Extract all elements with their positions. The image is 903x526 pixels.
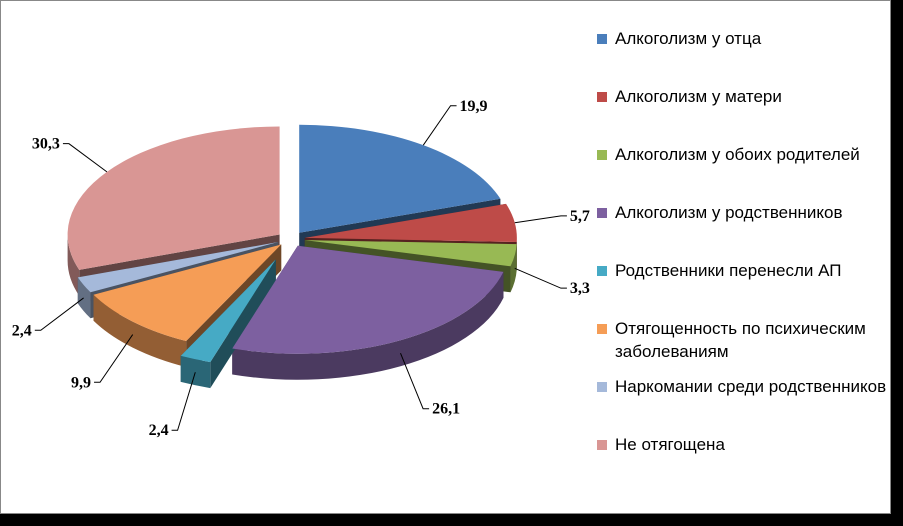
leader-line xyxy=(514,215,567,224)
slice-rim xyxy=(93,294,187,368)
leader-line xyxy=(422,105,457,146)
pie-slice-1 xyxy=(304,203,517,242)
chart-frame: 19,9 5,7 3,3 26,1 2,4 9,9 2,4 30,3 Алкоголизм у… xyxy=(0,0,891,514)
legend: Алкоголизм у отца Алкоголизм у матери Ал… xyxy=(597,27,887,473)
slice-rim xyxy=(232,271,504,380)
legend-swatch xyxy=(597,266,607,276)
legend-label: Алкоголизм у матери xyxy=(615,87,782,106)
legend-label: Наркомании среди родственников xyxy=(615,377,887,396)
leader-line xyxy=(400,353,430,410)
data-labels: 19,9 5,7 3,3 26,1 2,4 9,9 2,4 30,3 xyxy=(12,98,590,439)
legend-swatch xyxy=(597,34,607,44)
slice-rim xyxy=(180,355,211,389)
data-label: 19,9 xyxy=(460,98,488,115)
legend-item-relatives: Алкоголизм у родственников xyxy=(597,201,887,259)
data-label: 26,1 xyxy=(432,401,460,418)
legend-swatch xyxy=(597,440,607,450)
pie-slice-2 xyxy=(304,240,517,267)
pie-tops xyxy=(67,124,517,363)
legend-item-none: Не отягощена xyxy=(597,433,887,473)
pie-slice-4 xyxy=(180,259,276,363)
legend-item-mother: Алкоголизм у матери xyxy=(597,85,887,143)
slice-rim xyxy=(67,234,80,296)
legend-item-ap: Родственники перенесли АП xyxy=(597,259,887,317)
legend-swatch xyxy=(597,324,607,334)
legend-label: Родственники перенесли АП xyxy=(615,261,842,280)
leader-line xyxy=(34,297,84,331)
legend-swatch xyxy=(597,92,607,102)
data-label: 9,9 xyxy=(71,374,91,391)
pie-slice-6 xyxy=(77,242,279,293)
data-label: 2,4 xyxy=(12,322,32,339)
legend-swatch xyxy=(597,382,607,392)
legend-item-both-parents: Алкоголизм у обоих родителей xyxy=(597,143,887,201)
legend-item-psychiatric: Отягощенность по психическим заболевания… xyxy=(597,317,887,375)
data-label: 2,4 xyxy=(149,422,169,439)
legend-label: Алкоголизм у отца xyxy=(615,29,762,48)
leader-line xyxy=(514,267,567,289)
leader-line xyxy=(171,372,196,431)
pie-slice-7 xyxy=(67,126,280,270)
legend-item-drugs: Наркомании среди родственников xyxy=(597,375,887,433)
data-label: 5,7 xyxy=(570,208,590,225)
leader-line xyxy=(62,143,108,173)
slice-rim xyxy=(77,277,91,319)
data-label: 3,3 xyxy=(570,280,590,297)
pie-slice-5 xyxy=(93,244,282,342)
pie-slice-0 xyxy=(299,124,501,233)
pie-slice-3 xyxy=(232,245,504,354)
legend-swatch xyxy=(597,150,607,160)
legend-label: Алкоголизм у обоих родителей xyxy=(615,145,860,164)
legend-label: Не отягощена xyxy=(615,435,725,454)
pie-chart: 19,9 5,7 3,3 26,1 2,4 9,9 2,4 30,3 xyxy=(12,98,590,439)
legend-item-father: Алкоголизм у отца xyxy=(597,27,887,85)
slice-rim xyxy=(510,244,517,293)
legend-label: Отягощенность по психическим заболевания… xyxy=(615,319,866,361)
legend-swatch xyxy=(597,208,607,218)
legend-label: Алкоголизм у родственников xyxy=(615,203,843,222)
data-label: 30,3 xyxy=(32,136,60,153)
leader-line xyxy=(94,334,134,383)
